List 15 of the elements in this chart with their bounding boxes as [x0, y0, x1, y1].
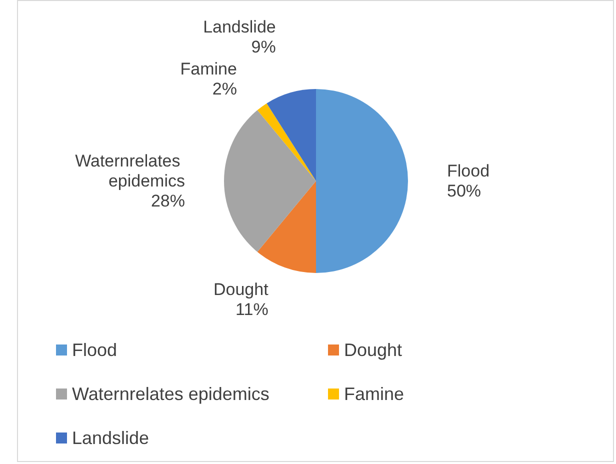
slice-label: Flood	[447, 162, 490, 180]
data-label: 28%	[150, 192, 185, 210]
slice-label: Famine	[180, 60, 237, 79]
data-label: 2%	[212, 80, 237, 99]
legend-label: Landslide	[72, 428, 150, 448]
slice-label: Landslide	[203, 18, 276, 37]
data-label: 11%	[236, 300, 268, 320]
data-label: 9%	[251, 38, 276, 57]
legend-label: Waternrelates epidemics	[72, 384, 270, 404]
legend-label: Dought	[344, 340, 402, 360]
slice-label: Dought	[213, 280, 269, 300]
legend-label: Flood	[72, 340, 118, 360]
data-label: 50%	[447, 182, 482, 200]
legend-label: Famine	[344, 384, 404, 404]
slice-label: Waternrelates epidemics	[75, 152, 185, 190]
